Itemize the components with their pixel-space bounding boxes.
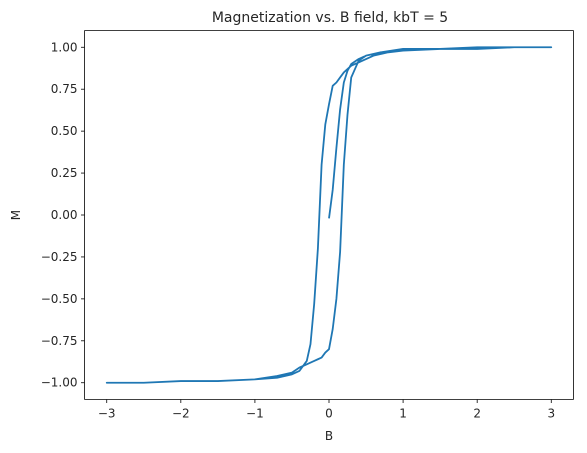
- x-axis-label: B: [325, 429, 333, 443]
- x-tick-label: 1: [399, 407, 407, 421]
- y-tick-label: −0.25: [41, 250, 78, 264]
- chart-title: Magnetization vs. B field, kbT = 5: [212, 10, 448, 26]
- x-axis-ticks: −3 −2 −1 0 1 2 3: [98, 399, 555, 421]
- y-tick-label: 0.75: [51, 82, 78, 96]
- y-tick-label: −0.50: [41, 292, 78, 306]
- x-tick-label: 3: [547, 407, 555, 421]
- y-tick-label: −0.75: [41, 334, 78, 348]
- y-tick-label: 1.00: [51, 40, 78, 54]
- y-axis-ticks: −1.00 −0.75 −0.50 −0.25 0.00 0.25 0.50 0.75 1.00: [41, 40, 85, 390]
- y-tick-label: −1.00: [41, 376, 78, 390]
- y-axis-label: M: [9, 210, 23, 220]
- y-tick-label: 0.00: [51, 208, 78, 222]
- y-tick-label: 0.25: [51, 166, 78, 180]
- x-tick-label: −3: [98, 407, 116, 421]
- x-tick-label: 0: [325, 407, 333, 421]
- y-tick-label: 0.50: [51, 124, 78, 138]
- series-line-0: [105, 46, 553, 384]
- x-tick-label: 2: [473, 407, 481, 421]
- x-tick-label: −1: [246, 407, 264, 421]
- x-tick-label: −2: [172, 407, 190, 421]
